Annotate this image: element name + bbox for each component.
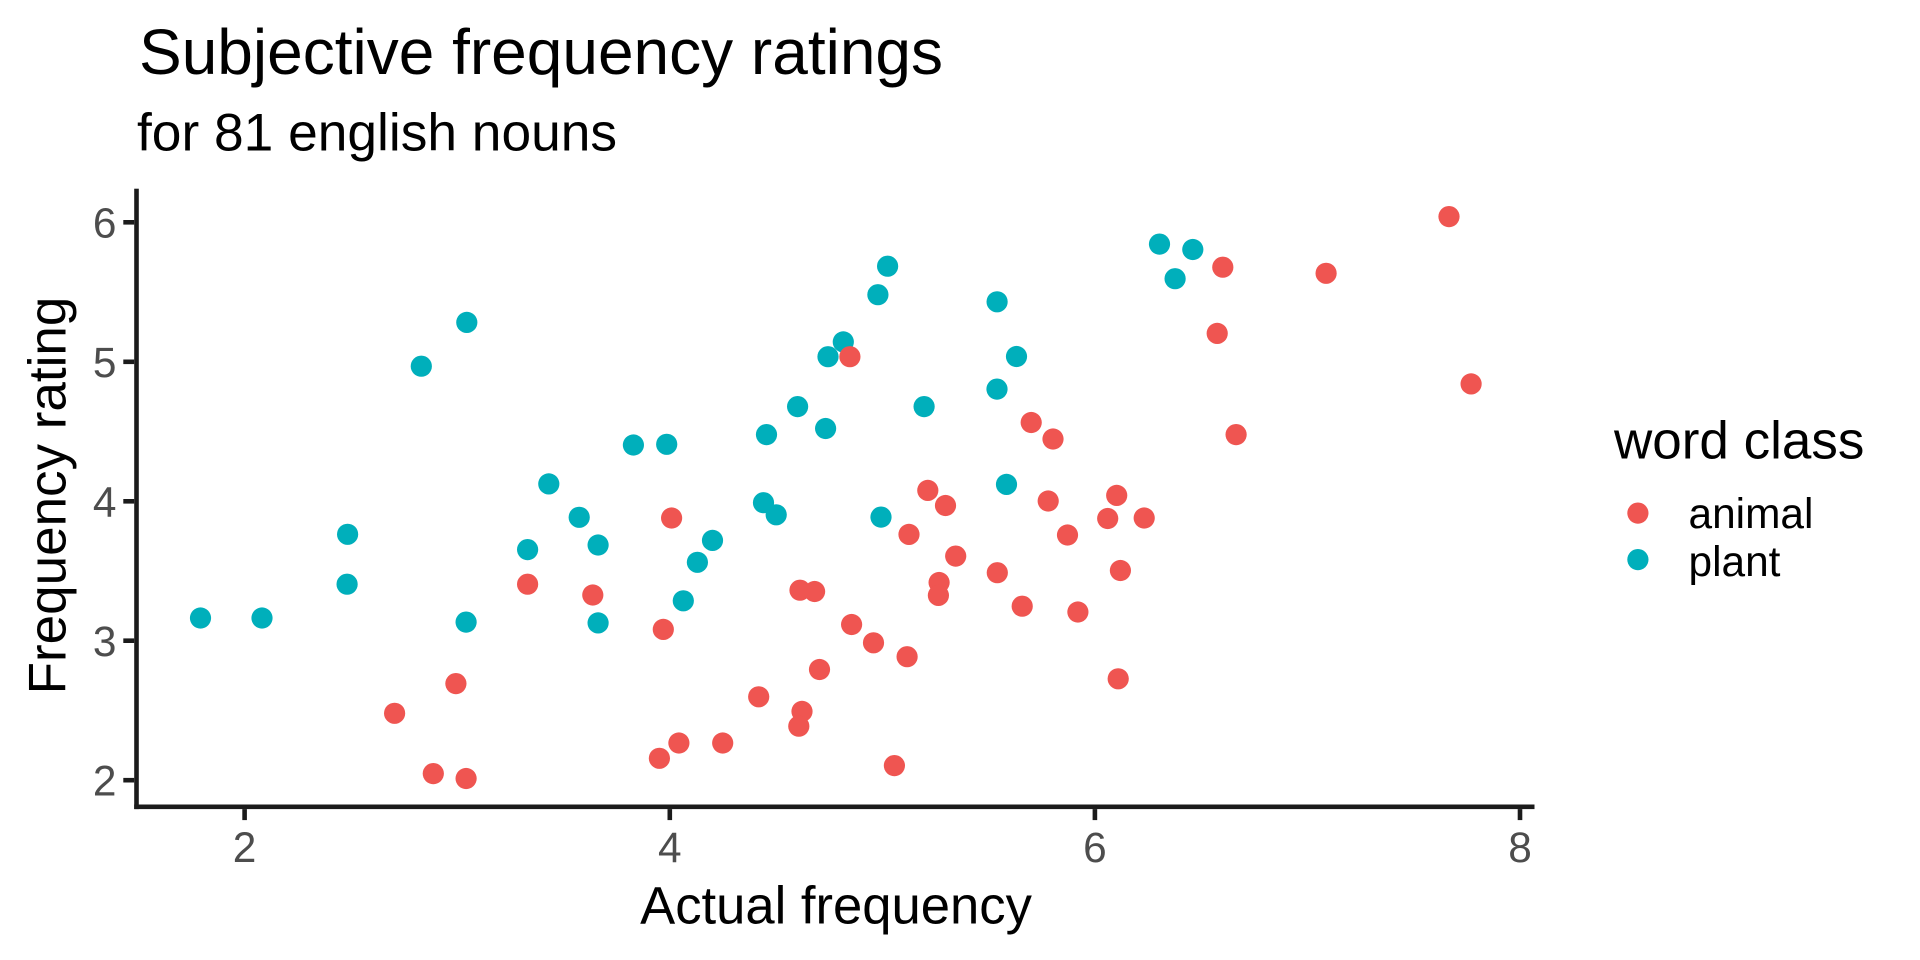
svg-text:6: 6 xyxy=(1083,824,1107,871)
svg-text:plant: plant xyxy=(1689,538,1781,585)
svg-text:4: 4 xyxy=(93,479,117,526)
svg-text:4: 4 xyxy=(658,824,682,871)
svg-text:2: 2 xyxy=(233,824,257,871)
svg-text:8: 8 xyxy=(1508,824,1532,871)
svg-text:6: 6 xyxy=(93,200,117,247)
svg-text:2: 2 xyxy=(93,757,117,804)
svg-text:for 81 english nouns: for 81 english nouns xyxy=(137,104,617,163)
svg-text:5: 5 xyxy=(93,339,117,386)
svg-text:Frequency rating: Frequency rating xyxy=(18,297,77,695)
svg-text:3: 3 xyxy=(93,618,117,665)
svg-text:Subjective frequency ratings: Subjective frequency ratings xyxy=(139,16,943,88)
svg-text:Actual frequency: Actual frequency xyxy=(640,877,1032,936)
svg-text:animal: animal xyxy=(1689,490,1814,537)
svg-text:word class: word class xyxy=(1613,411,1864,470)
